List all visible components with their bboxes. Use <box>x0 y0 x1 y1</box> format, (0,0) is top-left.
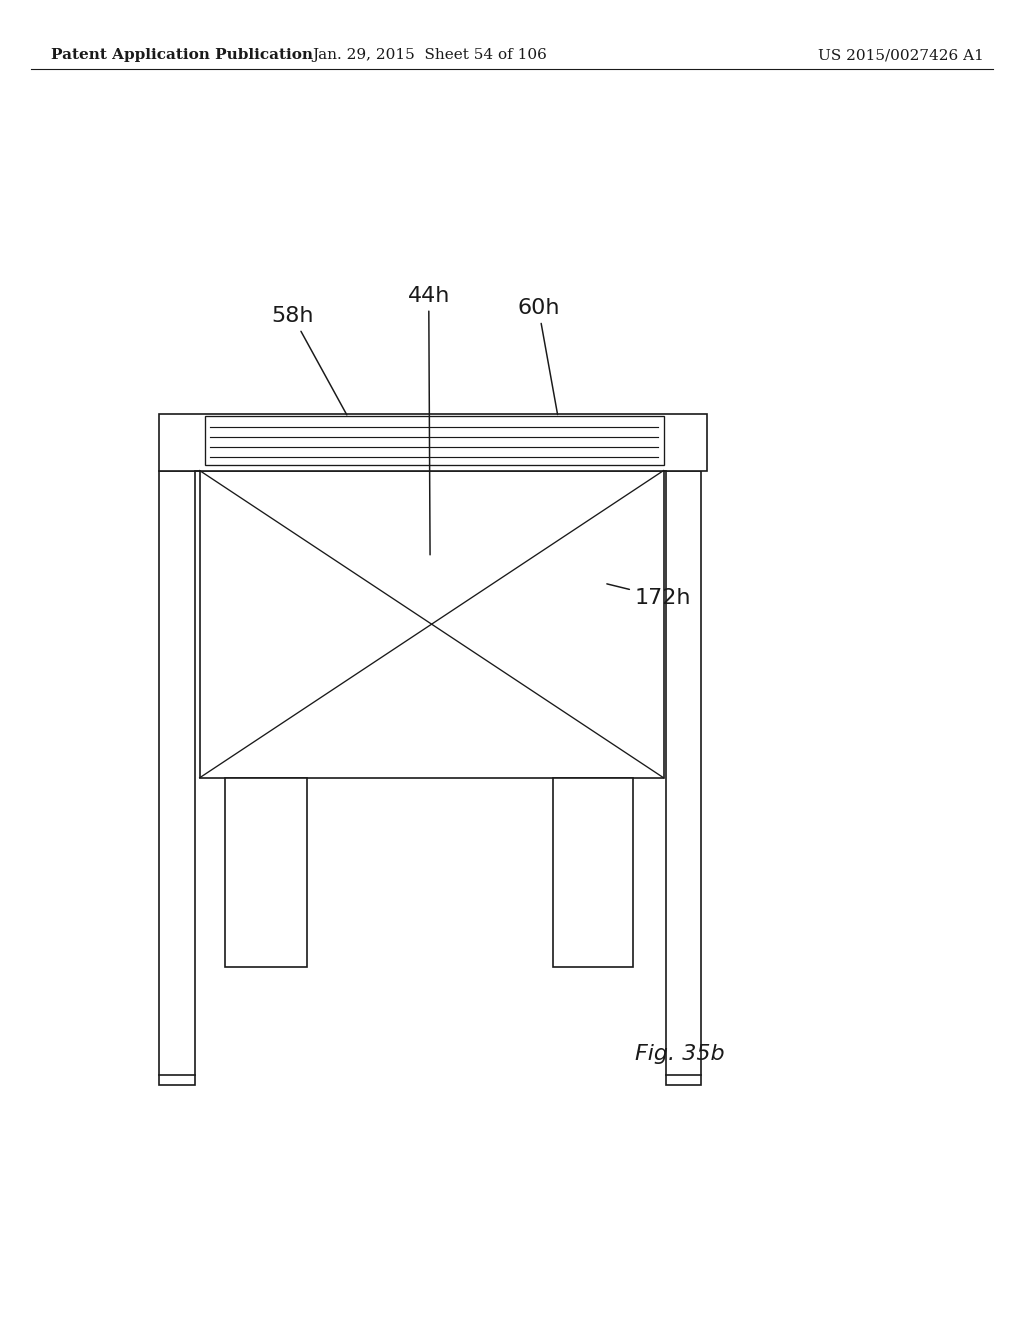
Text: 60h: 60h <box>517 298 560 414</box>
Bar <box>159 414 707 470</box>
Bar <box>159 470 195 1085</box>
Text: 172h: 172h <box>607 583 691 607</box>
Text: Patent Application Publication: Patent Application Publication <box>51 49 313 62</box>
Bar <box>553 777 633 968</box>
Text: 58h: 58h <box>271 306 347 414</box>
Text: Fig. 35b: Fig. 35b <box>635 1044 725 1064</box>
Bar <box>225 777 307 968</box>
Bar <box>205 416 664 466</box>
Bar <box>666 470 701 1085</box>
Bar <box>200 470 664 777</box>
Text: Jan. 29, 2015  Sheet 54 of 106: Jan. 29, 2015 Sheet 54 of 106 <box>312 49 548 62</box>
Text: US 2015/0027426 A1: US 2015/0027426 A1 <box>818 49 984 62</box>
Text: 44h: 44h <box>408 285 450 554</box>
